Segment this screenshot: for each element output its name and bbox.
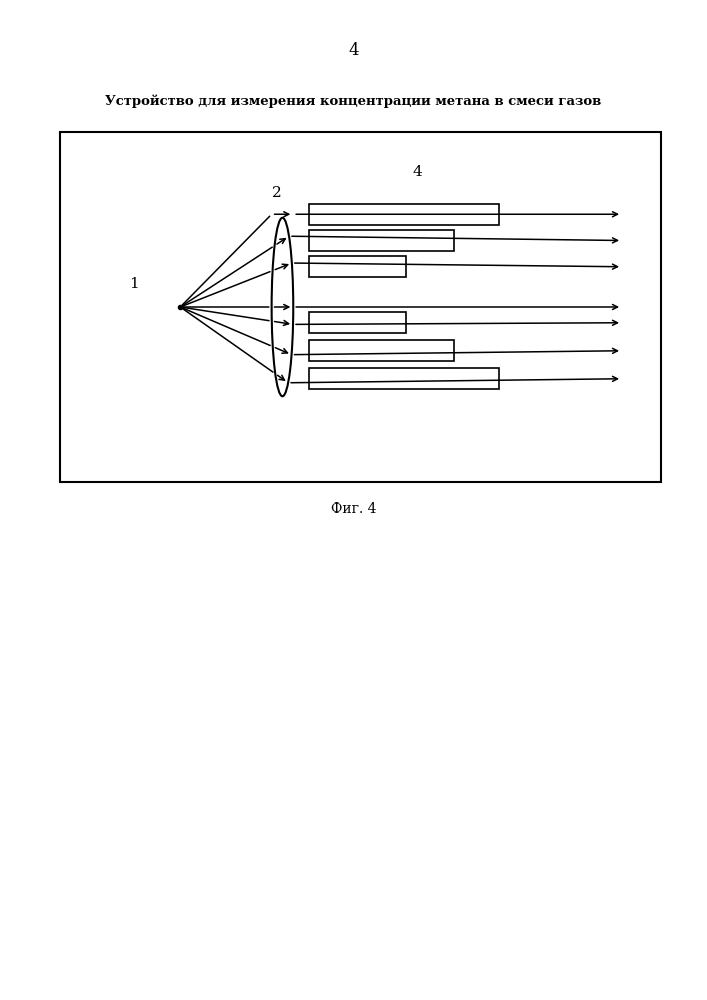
Text: 4: 4 [413, 165, 423, 179]
Text: Устройство для измерения концентрации метана в смеси газов: Устройство для измерения концентрации ме… [105, 94, 602, 107]
Bar [60, 132, 661, 482]
Bar [310, 312, 406, 333]
Text: Фиг. 4: Фиг. 4 [331, 502, 376, 516]
Text: 2: 2 [271, 186, 281, 200]
Bar [310, 340, 454, 361]
Bar [310, 368, 499, 389]
Bar [310, 204, 499, 225]
Bar [310, 230, 454, 251]
Bar [310, 256, 406, 277]
Text: 1: 1 [129, 277, 139, 291]
Text: 4: 4 [348, 42, 359, 59]
